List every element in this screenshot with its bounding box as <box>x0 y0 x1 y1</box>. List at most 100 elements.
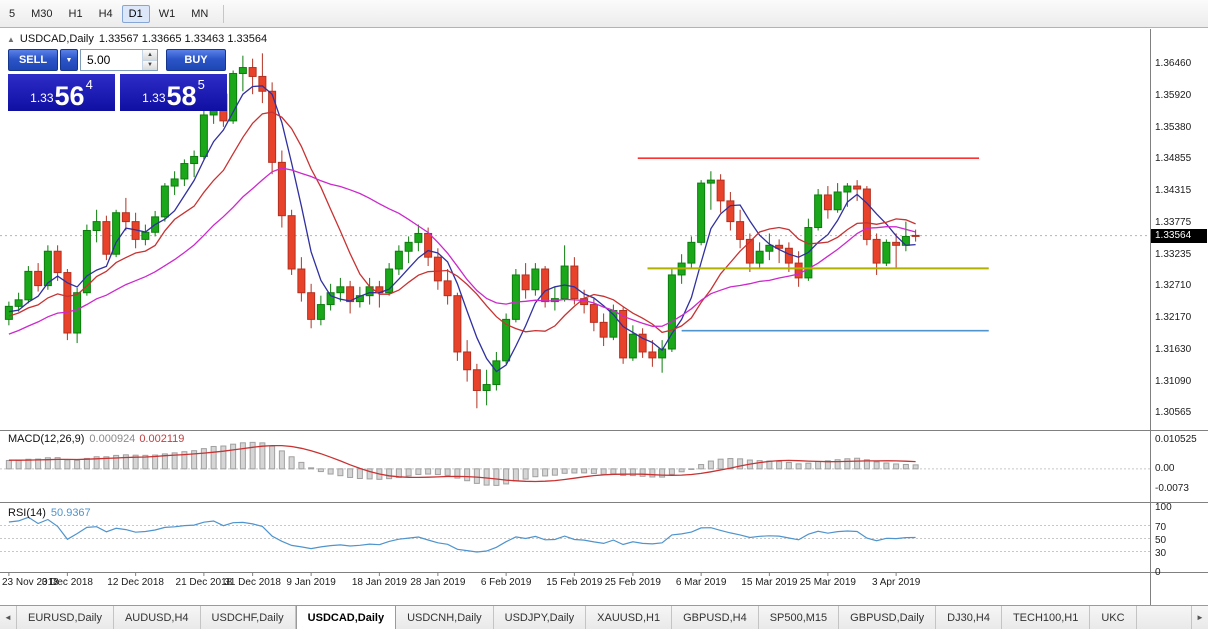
macd-signal-value: 0.002119 <box>139 433 185 445</box>
trade-panel-controls: SELL ▼ 5.00 ▲ ▼ BUY <box>8 49 227 71</box>
one-click-trading-panel: SELL ▼ 5.00 ▲ ▼ BUY 1.33 56 4 1.33 58 5 <box>8 49 227 111</box>
sell-button[interactable]: SELL <box>8 49 58 71</box>
ask-price-prefix: 1.33 <box>142 91 166 105</box>
macd-signal-line <box>8 444 916 483</box>
price-axis-label: 1.33775 <box>1155 217 1192 229</box>
macd-layer <box>0 441 1150 486</box>
volume-spinner: ▲ ▼ <box>142 50 157 70</box>
tab-usdchf-daily[interactable]: USDCHF,Daily <box>201 606 296 629</box>
tab-audusd-h4[interactable]: AUDUSD,H4 <box>114 606 201 629</box>
chart-title: ▲ USDCAD,Daily 1.33567 1.33665 1.33463 1… <box>7 33 267 45</box>
date-axis-label: 18 Jan 2019 <box>351 577 407 588</box>
timeframe-button-mn[interactable]: MN <box>191 7 209 20</box>
timeframe-button-5[interactable]: 5 <box>9 7 16 20</box>
ask-price-display[interactable]: 1.33 58 5 <box>120 74 227 111</box>
price-axis-label: 1.35380 <box>1155 121 1192 133</box>
tab-usdcad-daily[interactable]: USDCAD,Daily <box>295 606 397 629</box>
buy-button[interactable]: BUY <box>166 49 226 71</box>
price-axis-label: 1.34855 <box>1155 153 1192 165</box>
price-axis-label: 1.35920 <box>1155 89 1192 101</box>
tab-gbpusd-daily[interactable]: GBPUSD,Daily <box>839 606 937 629</box>
macd-axis-label: 0.00 <box>1155 462 1175 474</box>
chart-symbol-label: USDCAD,Daily <box>19 33 94 45</box>
ma-10-line <box>8 111 916 334</box>
macd-indicator-label: MACD(12,26,9) 0.000924 0.002119 <box>8 433 184 445</box>
timeframe-button-m30[interactable]: M30 <box>31 7 53 20</box>
tab-xauusd-h1[interactable]: XAUUSD,H1 <box>586 606 673 629</box>
rsi-axis-label: 0 <box>1155 567 1161 578</box>
rsi-axis-label: 100 <box>1155 502 1172 513</box>
tab-tech100-h1[interactable]: TECH100,H1 <box>1002 606 1091 629</box>
timeframe-toolbar: 5 M30 H1 H4 D1 W1 MN <box>0 0 1208 28</box>
timeframe-button-h4[interactable]: H4 <box>98 7 113 20</box>
collapse-chart-icon[interactable]: ▲ <box>7 34 15 44</box>
tab-scroll-right-button[interactable]: ► <box>1191 606 1208 629</box>
timeframe-button-w1[interactable]: W1 <box>158 7 176 20</box>
date-axis-label: 9 Jan 2019 <box>286 577 336 588</box>
moving-averages-layer <box>8 85 916 373</box>
date-axis-label: 31 Dec 2018 <box>224 577 281 588</box>
date-axis-label: 6 Mar 2019 <box>675 577 727 588</box>
price-axis-label: 1.36460 <box>1155 57 1192 69</box>
price-axis-label: 1.34315 <box>1155 185 1192 197</box>
hlines-layer <box>637 157 989 332</box>
tab-ukc[interactable]: UKC <box>1090 606 1137 629</box>
bid-price-display[interactable]: 1.33 56 4 <box>8 74 115 111</box>
date-axis-label: 15 Feb 2019 <box>546 577 603 588</box>
rsi-value: 50.9367 <box>50 507 91 519</box>
date-axis-label: 28 Jan 2019 <box>410 577 466 588</box>
volume-value[interactable]: 5.00 <box>87 53 111 67</box>
tab-usdcnh-daily[interactable]: USDCNH,Daily <box>396 606 494 629</box>
ask-price-pip: 5 <box>197 77 205 92</box>
date-axis-label: 25 Feb 2019 <box>604 577 661 588</box>
rsi-axis-label: 70 <box>1155 521 1167 533</box>
macd-axis-label: 0.010525 <box>1155 434 1197 446</box>
tab-eurusd-daily[interactable]: EURUSD,Daily <box>17 606 114 629</box>
rsi-axis-label: 30 <box>1155 547 1167 559</box>
rsi-indicator-label: RSI(14) 50.9367 <box>8 507 91 519</box>
date-axis-label: 12 Dec 2018 <box>107 577 164 588</box>
timeframe-button-d1[interactable]: D1 <box>121 4 150 23</box>
ask-price-main: 58 <box>166 81 197 112</box>
date-axis-label: 3 Dec 2018 <box>41 577 93 588</box>
date-axis-label: 6 Feb 2019 <box>480 577 532 588</box>
macd-axis-label: -0.0073 <box>1155 482 1189 494</box>
trade-panel-prices: 1.33 56 4 1.33 58 5 <box>8 74 227 111</box>
bid-price-prefix: 1.33 <box>30 91 54 105</box>
date-axis-label: 3 Apr 2019 <box>871 577 921 588</box>
price-axis-label: 1.33235 <box>1155 249 1192 261</box>
bid-price-main: 56 <box>54 81 85 112</box>
date-axis-label: 15 Mar 2019 <box>741 577 798 588</box>
frame-layer <box>0 29 1208 605</box>
rsi-axis-label: 50 <box>1155 534 1167 546</box>
tab-bar-spacer <box>1137 606 1191 629</box>
tab-dj30-h4[interactable]: DJ30,H4 <box>936 606 1002 629</box>
tab-scroll-left-button[interactable]: ◄ <box>0 606 17 629</box>
chart-tab-bar: ◄ EURUSD,Daily AUDUSD,H4 USDCHF,Daily USDCAD… <box>0 605 1208 629</box>
price-axis-label: 1.31090 <box>1155 376 1192 388</box>
macd-main-value: 0.000924 <box>89 433 136 445</box>
date-axis-label: 23 Nov 2018 <box>2 577 59 588</box>
price-axis-label: 1.32170 <box>1155 312 1192 324</box>
price-axis-label: 1.30565 <box>1155 407 1192 419</box>
toolbar-separator <box>223 4 225 23</box>
volume-decrease-button[interactable]: ▼ <box>143 60 157 70</box>
tab-usdjpy-daily[interactable]: USDJPY,Daily <box>494 606 587 629</box>
volume-increase-button[interactable]: ▲ <box>143 50 157 61</box>
price-axis-label: 1.32710 <box>1155 280 1192 292</box>
trade-options-dropdown-button[interactable]: ▼ <box>60 49 78 71</box>
chart-ohlc-values: 1.33567 1.33665 1.33463 1.33564 <box>98 33 268 45</box>
rsi-layer <box>0 516 1150 553</box>
date-axis-label: 25 Mar 2019 <box>799 577 856 588</box>
rsi-line <box>8 516 916 553</box>
volume-field[interactable]: 5.00 ▲ ▼ <box>80 49 158 71</box>
macd-name: MACD(12,26,9) <box>8 433 85 445</box>
bid-price-pip: 4 <box>85 77 93 92</box>
tab-sp500-m15[interactable]: SP500,M15 <box>759 606 840 629</box>
ma-21-line <box>8 167 916 335</box>
price-axis-label: 1.31630 <box>1155 344 1192 356</box>
timeframe-button-h1[interactable]: H1 <box>68 7 83 20</box>
tab-gbpusd-h4[interactable]: GBPUSD,H4 <box>672 606 759 629</box>
